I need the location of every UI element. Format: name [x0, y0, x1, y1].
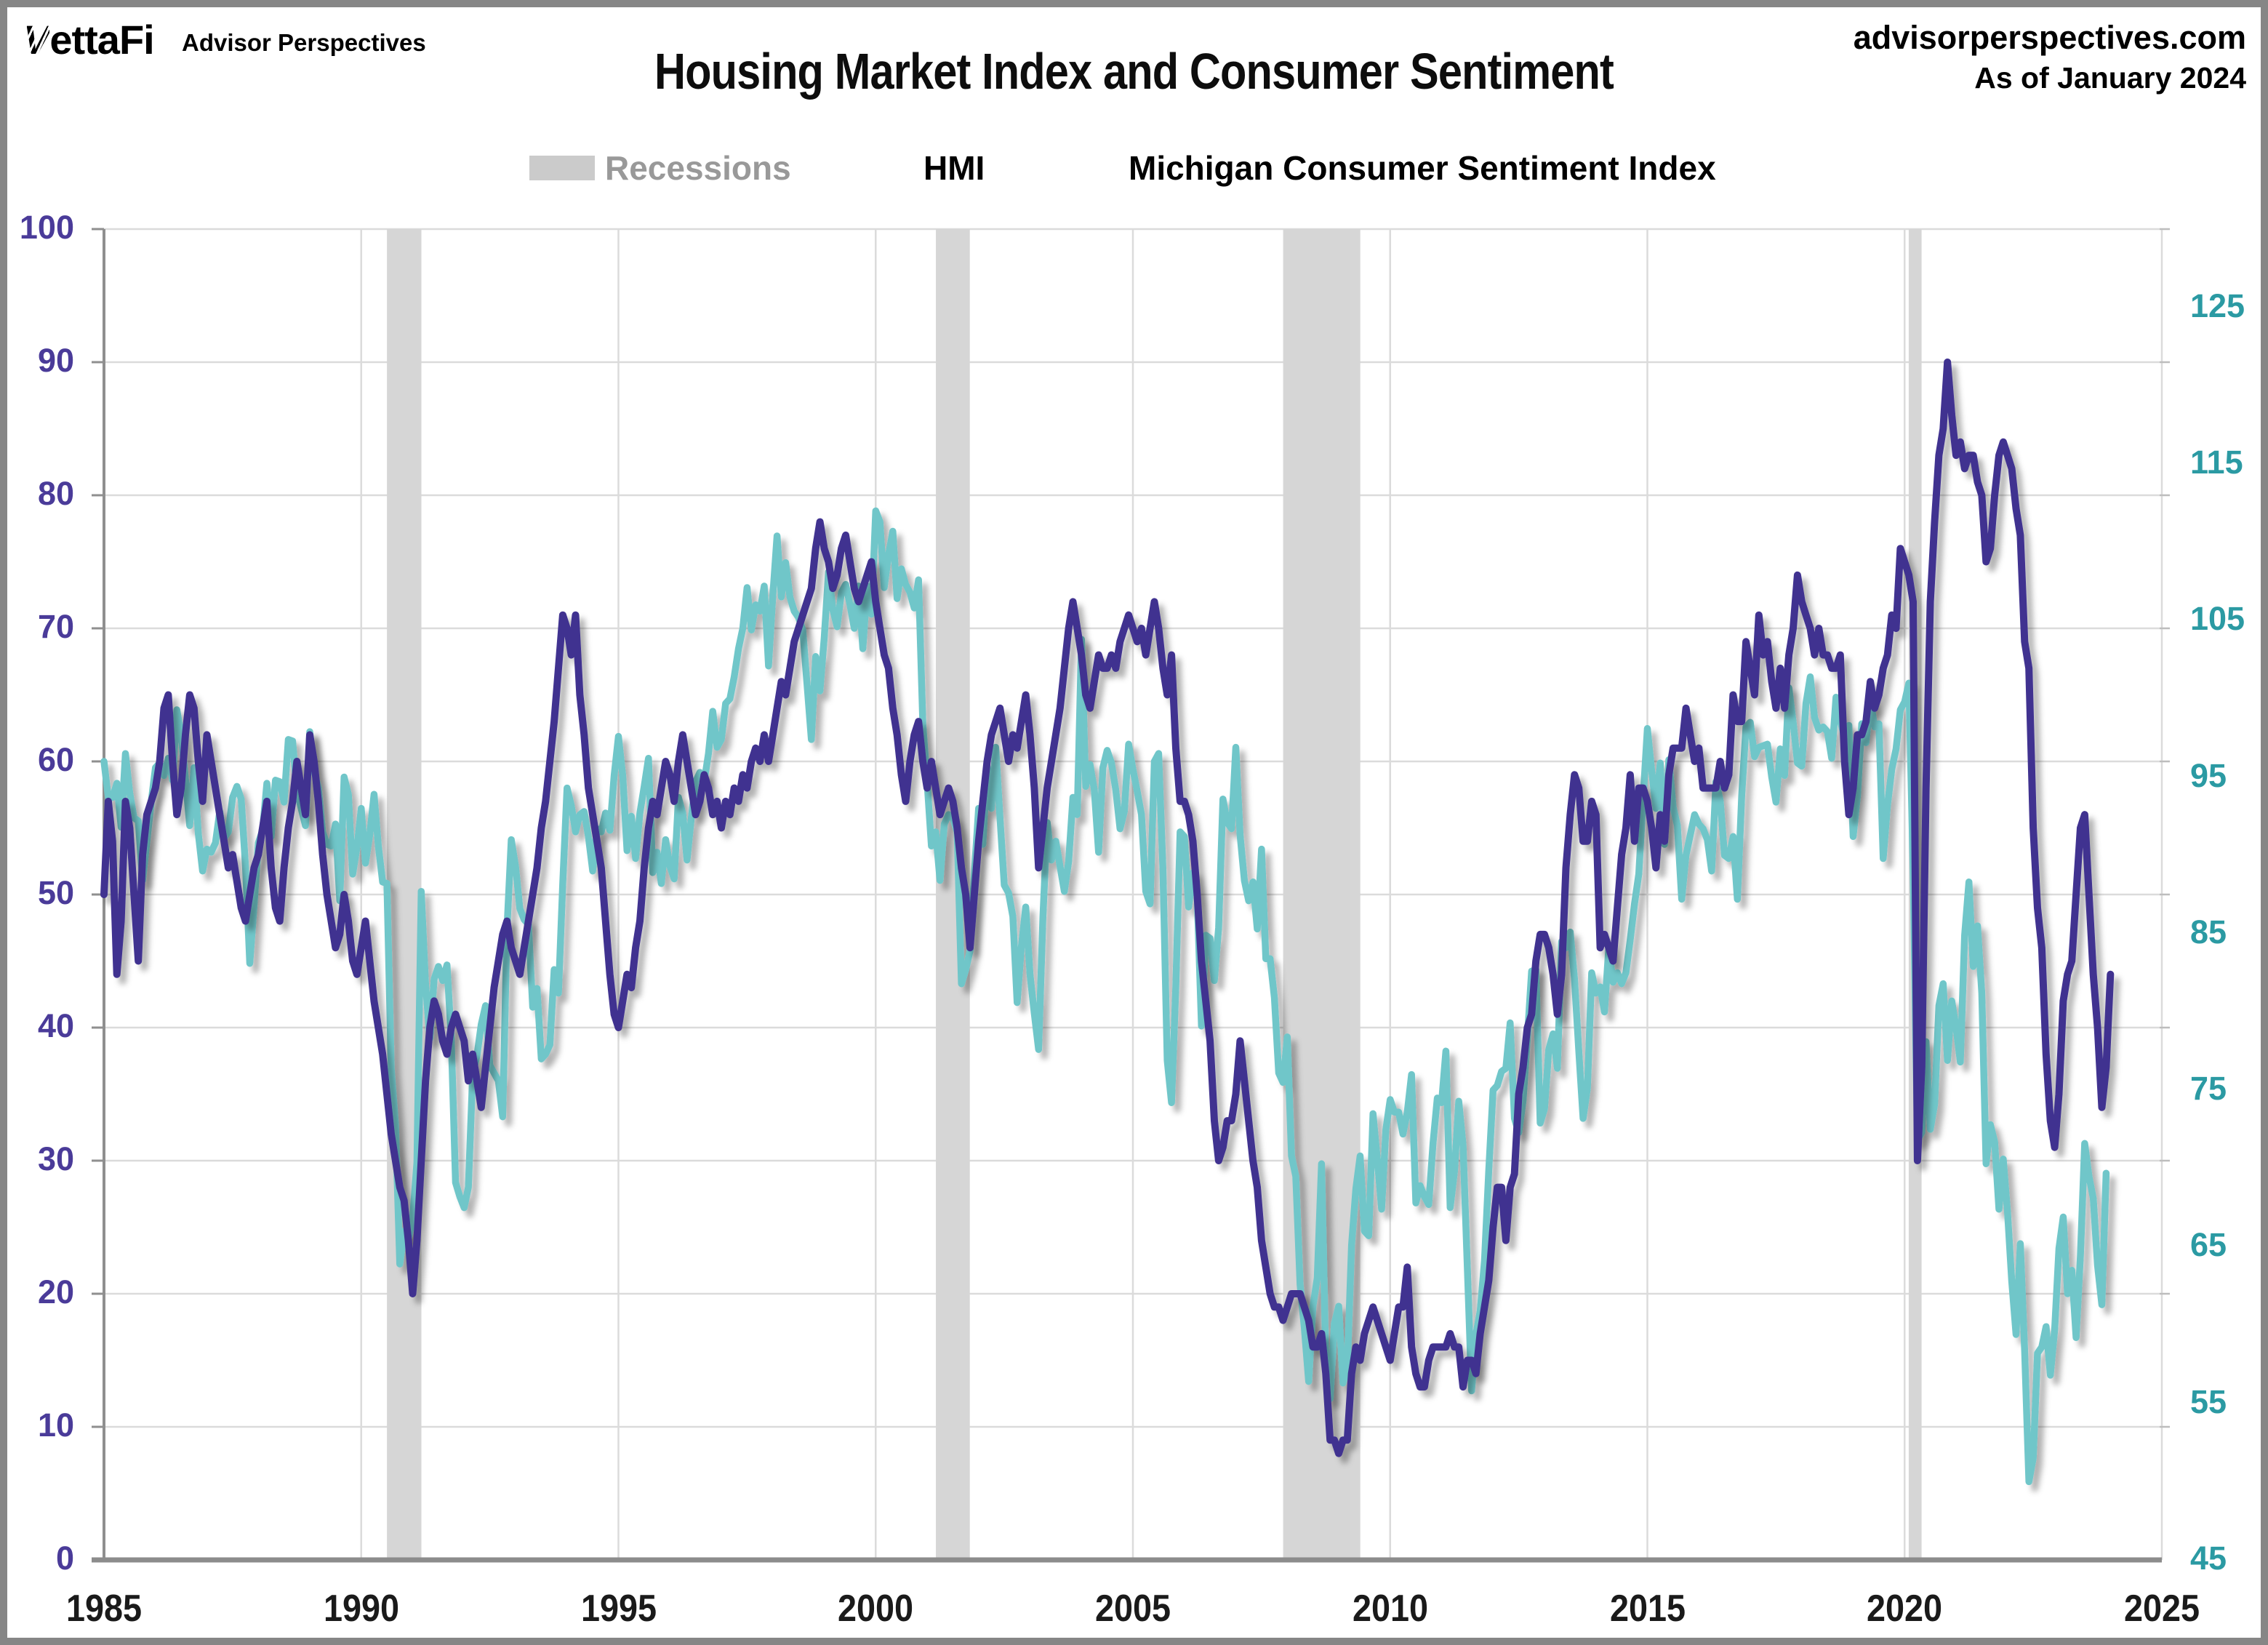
y-left-tick-label: 70 [37, 608, 74, 645]
legend-recessions-label: Recessions [605, 149, 791, 187]
x-tick-label: 2020 [1867, 1588, 1943, 1630]
y-left-tick-label: 10 [37, 1406, 74, 1444]
legend-mcsi-label: Michigan Consumer Sentiment Index [1129, 149, 1716, 187]
recession-band [387, 229, 422, 1560]
y-left-tick-label: 60 [37, 741, 74, 778]
brand-subtitle: Advisor Perspectives [182, 29, 426, 56]
x-tick-label: 2000 [838, 1588, 914, 1630]
chart-title: Housing Market Index and Consumer Sentim… [654, 43, 1614, 100]
y-right-tick-label: 85 [2190, 913, 2227, 950]
y-left-tick-label: 40 [37, 1007, 74, 1044]
x-tick-label: 2005 [1094, 1588, 1171, 1630]
y-left-tick-label: 100 [19, 209, 74, 246]
y-right-tick-label: 125 [2190, 287, 2245, 324]
x-tick-label: 1990 [323, 1588, 399, 1630]
vettafi-logo-text: ettaFi [49, 17, 154, 63]
legend-recessions-swatch [529, 156, 595, 180]
y-left-tick-label: 80 [37, 475, 74, 512]
y-right-tick-label: 75 [2190, 1070, 2227, 1108]
x-tick-label: 1995 [580, 1588, 657, 1630]
hmi-line [100, 359, 2115, 1457]
y-right-tick-label: 115 [2190, 443, 2243, 481]
x-tick-label: 2010 [1352, 1588, 1428, 1630]
legend-hmi-label: HMI [923, 149, 985, 187]
y-right-tick-label: 105 [2190, 600, 2245, 638]
y-left-tick-label: 90 [37, 342, 74, 379]
y-right-tick-label: 55 [2190, 1382, 2227, 1420]
as-of-date: As of January 2024 [1974, 61, 2246, 95]
x-tick-label: 2025 [2123, 1588, 2200, 1630]
y-left-tick-label: 50 [37, 874, 74, 911]
mcsi-line [100, 507, 2110, 1486]
x-tick-label: 2015 [1609, 1588, 1686, 1630]
y-right-tick-label: 65 [2190, 1226, 2227, 1264]
y-left-tick-label: 20 [37, 1273, 74, 1310]
y-right-tick-label: 45 [2190, 1540, 2227, 1577]
vettafi-v-icon: V [23, 17, 50, 63]
y-left-tick-label: 30 [37, 1140, 74, 1177]
y-right-tick-label: 95 [2190, 756, 2227, 794]
y-left-tick-label: 0 [55, 1540, 74, 1577]
site-url: advisorperspectives.com [1853, 19, 2246, 56]
x-tick-label: 1985 [65, 1588, 143, 1630]
vettafi-logo: VettaFi [23, 16, 155, 63]
